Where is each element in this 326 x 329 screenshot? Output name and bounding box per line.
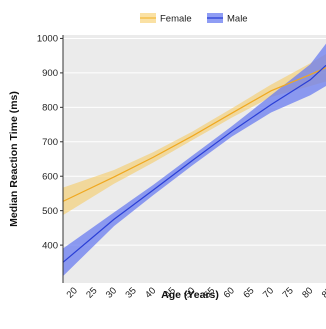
y-tick-label: 600 [42,172,58,183]
series-line-male [62,64,326,263]
y-tick-label: 400 [42,240,58,251]
x-tick-label: 70 [261,285,276,300]
x-tick-label: 80 [300,285,315,300]
y-tick-label: 800 [42,103,58,114]
legend-label-female: Female [160,14,192,25]
x-tick-label: 40 [143,285,158,300]
confidence-band-male [63,43,326,277]
y-axis-ticks: 400 500 600 700 800 900 1000 [37,34,63,251]
x-tick-label: 35 [124,285,139,300]
series-line-female [62,67,326,202]
x-tick-label: 25 [84,285,99,300]
y-tick-label: 900 [42,68,58,79]
y-tick-label: 1000 [37,34,58,45]
x-tick-label: 20 [65,285,80,300]
x-tick-label: 65 [241,285,256,300]
legend: Female Male [140,13,248,25]
x-tick-label: 75 [281,285,296,300]
y-tick-label: 500 [42,206,58,217]
x-tick-label: 30 [104,285,119,300]
y-tick-label: 700 [42,137,58,148]
x-axis-title: Age (Years) [161,289,219,301]
legend-label-male: Male [227,14,248,25]
series-lines [62,64,326,263]
x-tick-label: 60 [222,285,237,300]
x-tick-label: 85 [320,285,326,300]
legend-swatch-female [140,13,156,23]
y-axis-title: Median Reaction Time (ms) [8,91,20,227]
